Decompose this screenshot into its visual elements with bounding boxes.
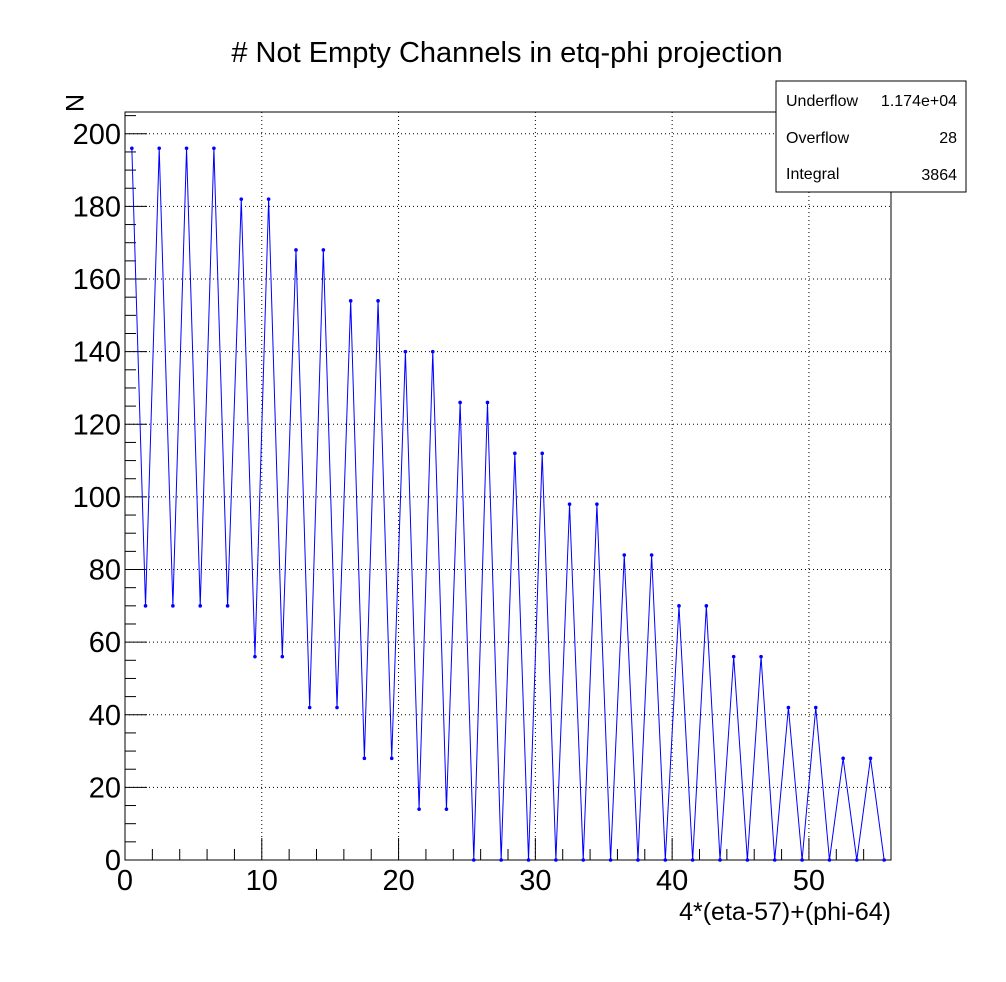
- data-point: [540, 451, 544, 456]
- data-point: [882, 858, 886, 862]
- y-tick-label: 140: [73, 337, 121, 369]
- x-tick-label: 50: [793, 865, 825, 897]
- x-tick-label: 40: [656, 865, 688, 897]
- data-point: [513, 451, 517, 456]
- data-point: [595, 502, 599, 506]
- data-point: [143, 604, 148, 608]
- data-point: [266, 197, 271, 201]
- data-point: [335, 705, 339, 710]
- data-point: [239, 197, 244, 201]
- x-tick-labels: 0 10 20 30 40 50: [117, 865, 825, 897]
- data-point: [581, 858, 586, 862]
- stats-box: Underflow 1.174e+04 Overflow 28 Integral…: [775, 80, 967, 193]
- data-point: [157, 146, 161, 151]
- data-point: [321, 248, 326, 252]
- stats-underflow-label: Underflow: [786, 93, 858, 110]
- data-point: [567, 502, 572, 506]
- data-point: [294, 248, 298, 252]
- x-tick-label: 20: [382, 865, 414, 897]
- y-tick-label: 40: [89, 700, 121, 732]
- data-point: [704, 604, 709, 608]
- data-points: [130, 146, 886, 862]
- stats-overflow-value: 28: [939, 130, 957, 147]
- data-point: [772, 858, 777, 862]
- series-line: [131, 148, 885, 861]
- x-tick-label: 30: [519, 865, 551, 897]
- data-point: [171, 604, 175, 608]
- data-point: [389, 756, 394, 761]
- y-tick-label: 20: [89, 772, 121, 804]
- data-point: [198, 604, 203, 608]
- data-point: [786, 705, 791, 710]
- data-point: [649, 553, 654, 557]
- data-point: [554, 858, 558, 862]
- data-point: [472, 858, 476, 862]
- data-point: [731, 654, 736, 659]
- data-point: [184, 146, 189, 151]
- data-point: [403, 349, 408, 354]
- data-point: [348, 299, 353, 303]
- data-point: [718, 858, 722, 862]
- data-point: [813, 705, 818, 710]
- stats-box-frame: [775, 80, 967, 193]
- stats-overflow-label: Overflow: [786, 130, 850, 147]
- data-point: [458, 400, 462, 405]
- data-point: [827, 858, 832, 862]
- y-tick-label: 180: [73, 191, 121, 223]
- stats-integral-value: 3864: [921, 167, 957, 184]
- y-tick-label: 80: [89, 555, 121, 587]
- data-point: [253, 654, 257, 659]
- data-point: [430, 349, 435, 354]
- data-point: [690, 858, 695, 862]
- y-tick-label: 200: [73, 119, 121, 151]
- data-point: [608, 858, 613, 862]
- data-point: [307, 705, 312, 710]
- y-tick-label: 120: [73, 409, 121, 441]
- x-tick-label: 10: [246, 865, 278, 897]
- grid: [125, 112, 891, 860]
- data-point: [499, 858, 503, 862]
- plot-frame: [124, 111, 892, 861]
- y-tick-label: 0: [105, 845, 121, 877]
- y-tick-label: 100: [73, 482, 121, 514]
- x-axis-title: 4*(eta-57)+(phi-64): [679, 898, 891, 926]
- data-point: [622, 553, 627, 557]
- data-point: [636, 858, 640, 862]
- data-point: [362, 756, 367, 761]
- y-tick-label: 60: [89, 627, 121, 659]
- data-point: [225, 604, 230, 608]
- stats-underflow-value: 1.174e+04: [881, 93, 957, 110]
- chart-title: # Not Empty Channels in etq-phi projecti…: [231, 37, 782, 69]
- y-tick-labels: 0 20 40 60 80 100 120 140 160 180 200: [73, 119, 121, 877]
- stats-integral-label: Integral: [786, 166, 839, 183]
- y-tick-label: 160: [73, 264, 121, 296]
- data-point: [745, 858, 750, 862]
- data-point: [663, 858, 668, 862]
- data-point: [212, 146, 216, 151]
- data-point: [280, 654, 285, 659]
- data-point: [376, 299, 380, 303]
- data-point: [855, 858, 859, 862]
- axis-ticks: [124, 115, 892, 861]
- data-point: [444, 807, 449, 811]
- data-point: [759, 654, 763, 659]
- y-axis-title: N: [60, 94, 88, 112]
- data-point: [677, 604, 681, 608]
- data-point: [868, 756, 873, 761]
- data-point: [130, 146, 134, 151]
- data-point: [526, 858, 531, 862]
- data-point: [841, 756, 845, 761]
- data-point: [800, 858, 804, 862]
- x-tick-label: 0: [117, 865, 133, 897]
- data-point: [485, 400, 490, 405]
- data-point: [417, 807, 421, 811]
